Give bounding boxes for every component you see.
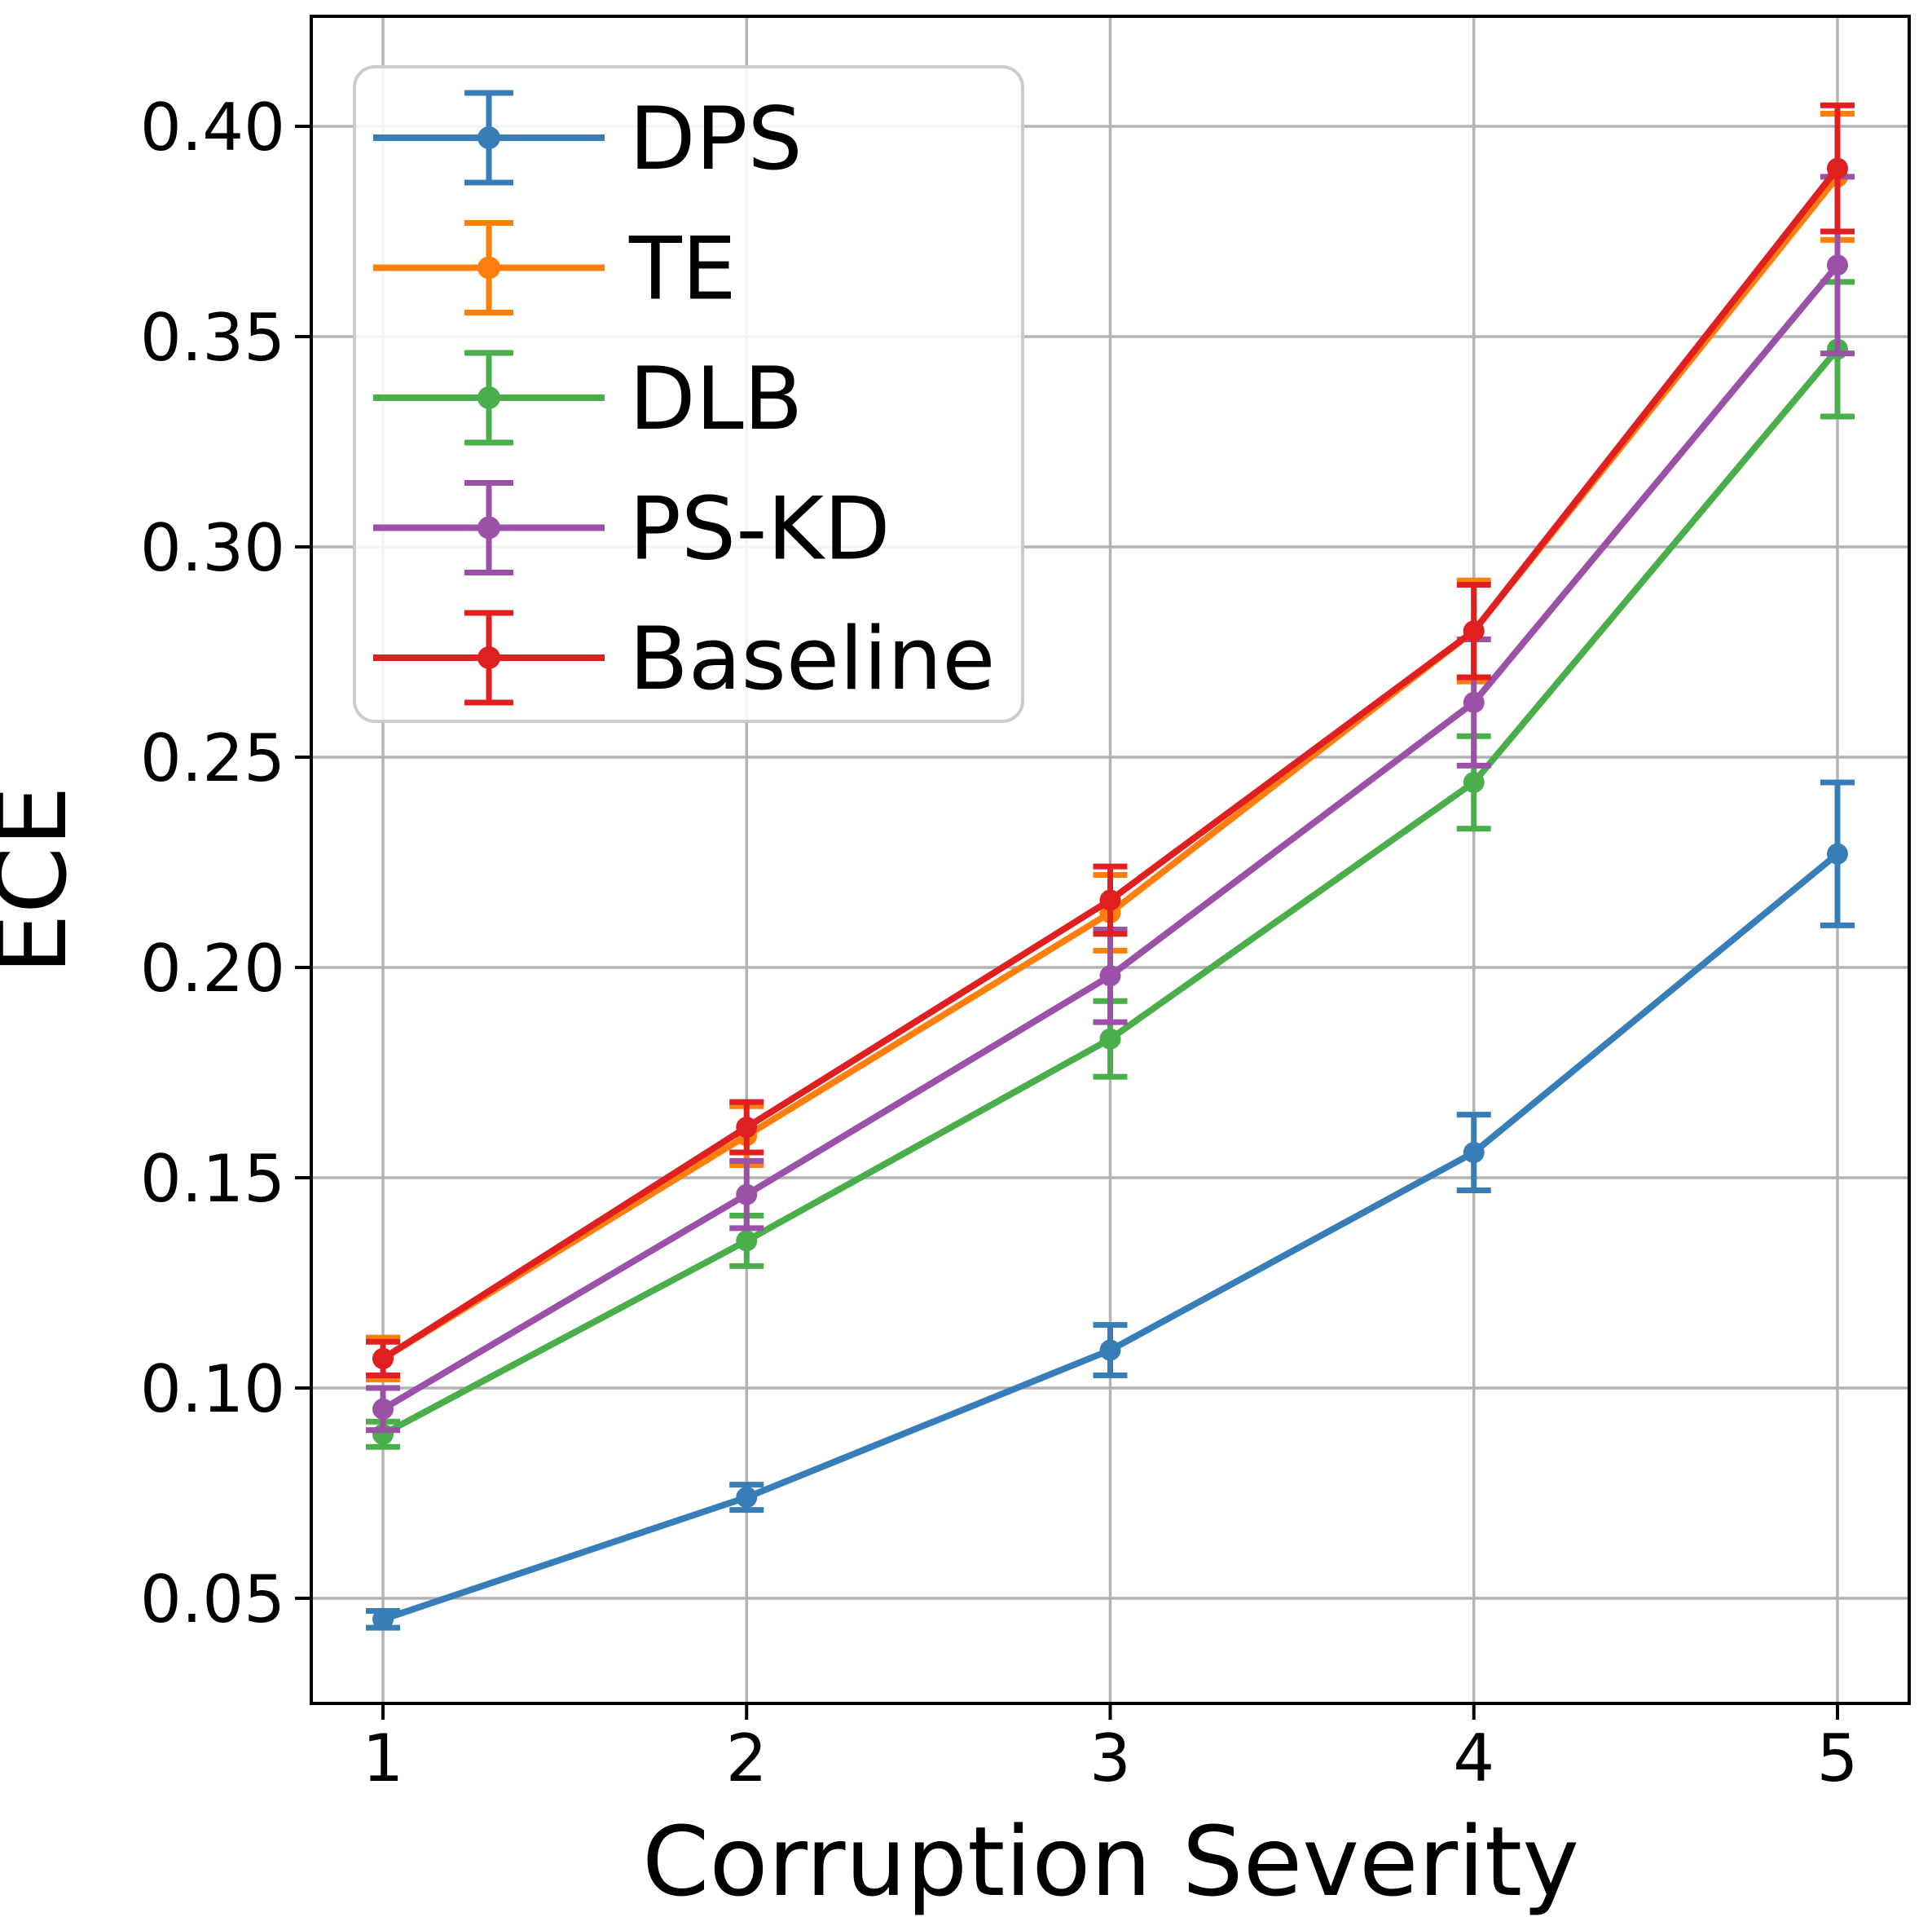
legend-marker-dot [477,126,500,149]
data-point-marker [736,1183,758,1205]
data-point-marker [1463,620,1485,642]
data-point-marker [1463,1142,1485,1164]
data-point-marker [372,1347,394,1369]
y-tick-label: 0.40 [140,90,285,165]
y-tick-label: 0.25 [140,720,285,796]
x-axis-title: Corruption Severity [642,1805,1579,1918]
legend-item-label: Baseline [629,609,995,709]
data-point-marker [1099,965,1121,987]
x-tick-label: 4 [1453,1721,1494,1796]
legend-marker-dot [477,256,500,280]
data-point-marker [736,1230,758,1252]
y-axis-title: ECE [0,786,88,975]
x-tick-label: 3 [1089,1721,1131,1796]
legend-item-label: PS-KD [629,479,891,579]
series-layer [366,102,1855,1631]
legend-item-ps-kd: PS-KD [373,479,891,579]
series-baseline [366,102,1855,1379]
legend-box [353,65,1024,723]
x-tick-label: 2 [726,1721,768,1796]
data-point-marker [736,1117,758,1139]
legend-item-baseline: Baseline [373,609,995,709]
data-point-marker [1463,691,1485,713]
y-tick-label: 0.20 [140,931,285,1007]
legend-item-label: DPS [629,89,803,189]
data-point-marker [1463,771,1485,793]
x-tick-label: 5 [1817,1721,1859,1796]
series-dps [366,779,1855,1631]
data-point-marker [1827,157,1848,179]
data-point-marker [1099,889,1121,911]
legend-item-dps: DPS [373,89,803,189]
data-point-marker [372,1398,394,1420]
legend-item-label: DLB [629,349,803,449]
legend-marker-dot [477,516,500,540]
data-point-marker [1827,843,1848,865]
data-point-marker [372,1608,394,1630]
axes-layer: 1 2 3 4 5 0.05 0.10 0.15 0.20 0.25 0.30 0.35 0.40 [140,15,1911,1796]
y-tick-label: 0.35 [140,300,285,376]
legend-item-dlb: DLB [373,349,803,449]
y-tick-label: 0.05 [140,1562,285,1637]
x-tick-label: 1 [363,1721,404,1796]
data-point-marker [1827,254,1848,276]
legend-marker-dot [477,386,500,409]
data-point-marker [1099,1028,1121,1050]
legend: DPS TE DLB PS-KD Baseline [353,65,1024,723]
legend-marker-dot [477,646,500,669]
y-tick-label: 0.10 [140,1351,285,1427]
series-ps-kd [366,174,1855,1434]
y-tick-label: 0.30 [140,510,285,586]
data-point-marker [736,1487,758,1509]
data-point-marker [1099,1339,1121,1361]
y-tick-label: 0.15 [140,1141,285,1217]
legend-item-te: TE [373,219,737,319]
legend-item-label: TE [628,219,737,319]
